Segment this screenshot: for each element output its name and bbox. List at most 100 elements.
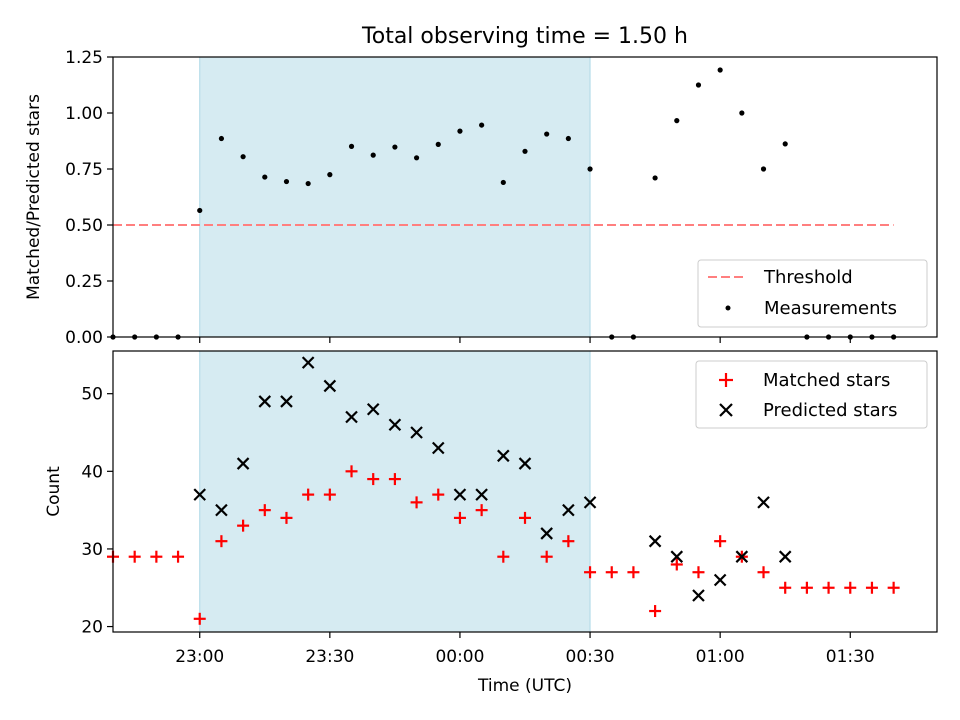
predicted-star-point — [540, 527, 553, 540]
count-plot-frame — [112, 350, 938, 633]
predicted-star-point — [280, 395, 293, 408]
matched-star-point — [453, 511, 466, 524]
matched-star-point — [605, 566, 618, 579]
matched-legend-swatch — [719, 373, 733, 387]
x-tick-label: 01:30 — [826, 647, 875, 667]
matched-star-point — [258, 504, 271, 517]
count-points — [107, 356, 900, 625]
ratio-legend: Threshold Measurements — [697, 259, 928, 328]
measurement-legend-label: Measurements — [764, 298, 897, 319]
threshold-legend-label: Threshold — [763, 267, 853, 288]
measurement-point — [500, 179, 506, 186]
measurement-point — [739, 110, 745, 116]
measurement-point — [544, 131, 550, 137]
predicted-star-point — [562, 503, 575, 517]
matched-legend-label: Matched stars — [763, 370, 890, 391]
matched-star-point — [150, 550, 163, 563]
predicted-star-point — [301, 356, 315, 369]
predicted-star-point — [193, 488, 207, 501]
predicted-legend-swatch — [719, 403, 733, 417]
matched-star-point — [302, 488, 315, 501]
matched-star-point — [670, 558, 683, 571]
matched-star-point — [519, 511, 531, 524]
measurement-point — [674, 118, 680, 124]
measurement-point — [479, 122, 485, 128]
predicted-star-point — [648, 534, 662, 548]
predicted-legend-label: Predicted stars — [763, 400, 897, 421]
x-tick-label: 23:00 — [175, 647, 224, 667]
matched-star-point — [822, 581, 835, 594]
y-tick-label: 50 — [81, 385, 103, 405]
matched-star-point — [757, 566, 770, 579]
measurement-point — [435, 141, 441, 147]
matched-star-point — [280, 511, 293, 524]
chart-title: Total observing time = 1.50 h — [361, 24, 688, 49]
matched-star-point — [388, 473, 401, 486]
x-tick-label: 01:00 — [696, 647, 745, 667]
measurement-point — [283, 178, 290, 185]
matched-star-point — [779, 581, 792, 594]
ratio-y-axis-label: Matched/Predicted stars — [24, 94, 44, 300]
predicted-star-point — [778, 550, 792, 563]
ratio-plot-frame — [112, 56, 938, 338]
measurement-point — [457, 128, 463, 134]
measurement-point — [522, 148, 528, 154]
observing-window-shade — [199, 350, 591, 633]
predicted-star-point — [215, 503, 228, 517]
y-tick-label: 40 — [81, 462, 103, 482]
y-tick-label: 0.50 — [65, 216, 103, 236]
measurement-point — [717, 67, 723, 73]
count-y-axis: 20 30 40 50 — [81, 385, 113, 638]
predicted-star-point — [757, 496, 770, 509]
matched-star-point — [800, 581, 813, 594]
predicted-star-point — [258, 395, 272, 408]
ratio-panel: 0.00 0.25 0.50 0.75 1.00 1.25 Matched/Predict… — [24, 48, 938, 348]
matched-star-point — [432, 488, 445, 501]
predicted-star-point — [453, 488, 467, 501]
matched-star-point — [367, 473, 380, 486]
x-tick-label: 23:30 — [305, 647, 354, 667]
matched-star-point — [128, 550, 141, 563]
matched-star-point — [497, 550, 510, 563]
count-y-axis-label: Count — [44, 466, 64, 517]
y-tick-label: 0.75 — [65, 160, 103, 180]
matched-star-point — [172, 550, 185, 563]
matched-star-point — [540, 550, 553, 563]
y-tick-label: 30 — [81, 540, 103, 560]
time-x-axis: 23:00 23:30 00:00 00:30 01:00 01:30 — [175, 632, 875, 667]
matched-star-point — [844, 581, 857, 594]
predicted-star-point — [692, 589, 705, 602]
measurement-point — [695, 82, 702, 88]
observing-window-shade — [199, 56, 591, 338]
count-legend-box — [695, 360, 928, 429]
ratio-legend-box — [697, 259, 928, 328]
predicted-star-point — [236, 457, 250, 470]
measurement-point — [392, 144, 398, 150]
y-tick-label: 1.25 — [65, 48, 103, 68]
matched-star-point — [584, 566, 597, 579]
measurement-legend-swatch — [725, 305, 731, 311]
matched-star-point — [410, 496, 423, 509]
measurement-point — [370, 152, 376, 158]
matched-star-point — [692, 566, 705, 579]
measurement-point — [348, 143, 355, 149]
measurement-point — [327, 172, 333, 178]
measurement-point — [760, 166, 767, 172]
predicted-star-point — [366, 402, 380, 416]
matched-star-point — [475, 504, 488, 517]
predicted-star-point — [475, 488, 488, 501]
matched-star-point — [887, 581, 900, 594]
predicted-star-point — [410, 426, 423, 439]
predicted-star-point — [388, 418, 402, 432]
measurement-point — [782, 141, 788, 147]
measurement-point — [587, 166, 593, 172]
predicted-star-point — [518, 457, 532, 470]
predicted-star-point — [323, 379, 337, 393]
measurement-point — [652, 175, 658, 181]
predicted-star-point — [583, 496, 597, 509]
ratio-y-axis: 0.00 0.25 0.50 0.75 1.00 1.25 — [65, 48, 113, 348]
matched-star-point — [649, 605, 662, 618]
matched-star-point — [865, 581, 878, 594]
